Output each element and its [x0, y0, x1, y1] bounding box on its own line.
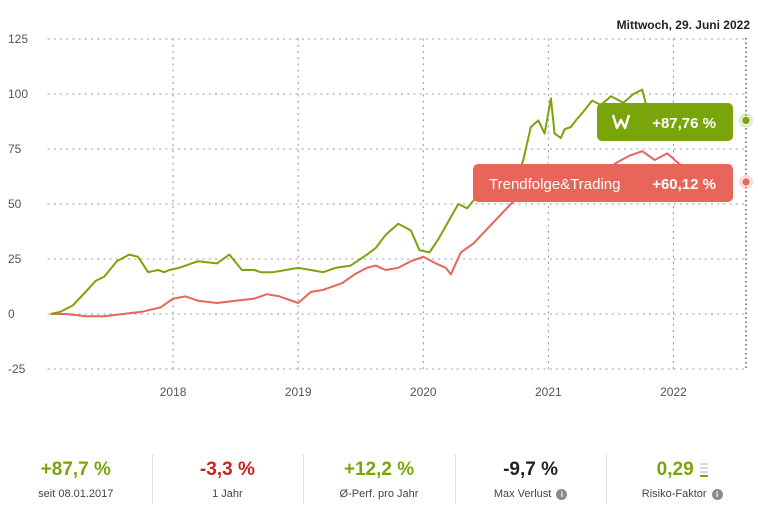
y-tick-label: 75 — [8, 142, 22, 156]
kpi-label: Risiko-Faktor i — [642, 488, 723, 500]
kpi-value: -3,3 % — [199, 459, 255, 480]
x-tick-label: 2019 — [285, 385, 312, 399]
red-end-marker — [741, 177, 751, 187]
kpi-label: Ø-Perf. pro Jahr — [339, 488, 419, 500]
kpi-value: +12,2 % — [343, 459, 415, 480]
kpi-label: seit 08.01.2017 — [38, 488, 114, 500]
kpi-one-year: -3,3 % 1 Jahr — [151, 452, 304, 506]
kpi-label: 1 Jahr — [212, 488, 243, 500]
kpi-value: +87,7 % — [40, 459, 111, 480]
w-logo-icon — [611, 114, 631, 130]
x-tick-label: 2018 — [160, 385, 187, 399]
y-tick-label: 0 — [8, 307, 15, 321]
info-icon[interactable]: i — [556, 488, 568, 500]
kpi-value: 0,29 — [606, 452, 758, 482]
green-end-marker — [741, 115, 751, 126]
kpi-max-loss: -9,7 % Max Verlust i — [454, 452, 607, 506]
kpi-value: -9,7 % — [503, 459, 559, 480]
y-tick-label: 100 — [8, 87, 28, 101]
axis-ticks: 125 100 75 50 25 0 -25 2018 2019 2020 2021 2022 — [8, 32, 687, 399]
kpi-avg-per-year: +12,2 % Ø-Perf. pro Jahr — [303, 452, 455, 506]
red-series-line — [50, 150, 731, 318]
y-tick-label: 25 — [8, 252, 22, 266]
series-lines — [50, 88, 731, 318]
kpi-risk-factor: 0,29 Risiko-Faktor i — [606, 452, 758, 506]
risk-level-icon — [699, 462, 708, 477]
x-tick-label: 2020 — [410, 385, 437, 399]
y-tick-label: -25 — [8, 362, 26, 376]
y-tick-label: 125 — [8, 32, 28, 46]
kpi-total-return: +87,7 % seit 08.01.2017 — [0, 452, 152, 506]
green-series-value-tag: +87,76 % — [597, 103, 733, 141]
green-tag-value: +87,76 % — [652, 115, 716, 132]
crosshair-date-label: Mittwoch, 29. Juni 2022 — [617, 18, 751, 32]
x-tick-label: 2022 — [660, 385, 687, 399]
red-series-value-tag: Trendfolge&Trading +60,12 % — [473, 164, 733, 202]
y-tick-label: 50 — [8, 197, 22, 211]
green-series-line — [50, 88, 731, 315]
grid-lines — [47, 38, 747, 370]
kpi-label: Max Verlust i — [494, 488, 568, 500]
x-tick-label: 2021 — [535, 385, 562, 399]
red-tag-name: Trendfolge&Trading — [489, 176, 620, 193]
end-markers — [739, 113, 753, 189]
info-icon[interactable]: i — [711, 488, 723, 500]
performance-chart: 125 100 75 50 25 0 -25 2018 2019 2020 2021 2022 Mit… — [8, 18, 753, 399]
red-tag-value: +60,12 % — [652, 176, 716, 193]
kpi-bar: +87,7 % seit 08.01.2017 -3,3 % 1 Jahr +1… — [0, 452, 758, 506]
